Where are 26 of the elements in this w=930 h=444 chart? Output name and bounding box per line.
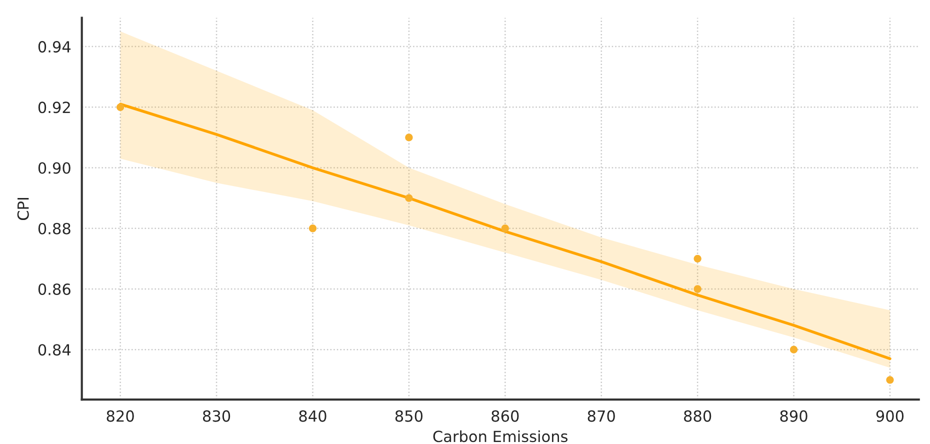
x-tick-label: 840 [299,410,326,422]
y-tick-label: 0.94 [38,41,71,53]
y-axis-title: CPI [17,198,29,220]
y-tick-label: 0.90 [38,162,70,174]
x-axis-title: Carbon Emissions [433,430,568,442]
point [501,224,509,232]
point [405,134,413,142]
point [886,376,894,384]
point [308,224,317,232]
x-tick-label: 850 [395,410,423,422]
y-tick-label: 0.92 [38,102,70,114]
x-tick-label: 870 [588,410,615,422]
x-tick-label: 860 [492,410,519,422]
point [694,285,702,293]
point [694,254,702,263]
x-tick-label: 890 [780,410,808,422]
point [405,194,413,202]
y-tick-label: 0.86 [38,283,70,296]
y-tick-label: 0.88 [38,222,70,234]
x-tick-label: 830 [202,410,230,422]
x-tick-label: 880 [684,410,712,422]
x-tick-label: 900 [876,410,904,422]
y-tick-label: 0.84 [38,344,71,356]
point [116,103,124,111]
point [790,346,798,354]
x-tick-label: 820 [106,410,134,422]
